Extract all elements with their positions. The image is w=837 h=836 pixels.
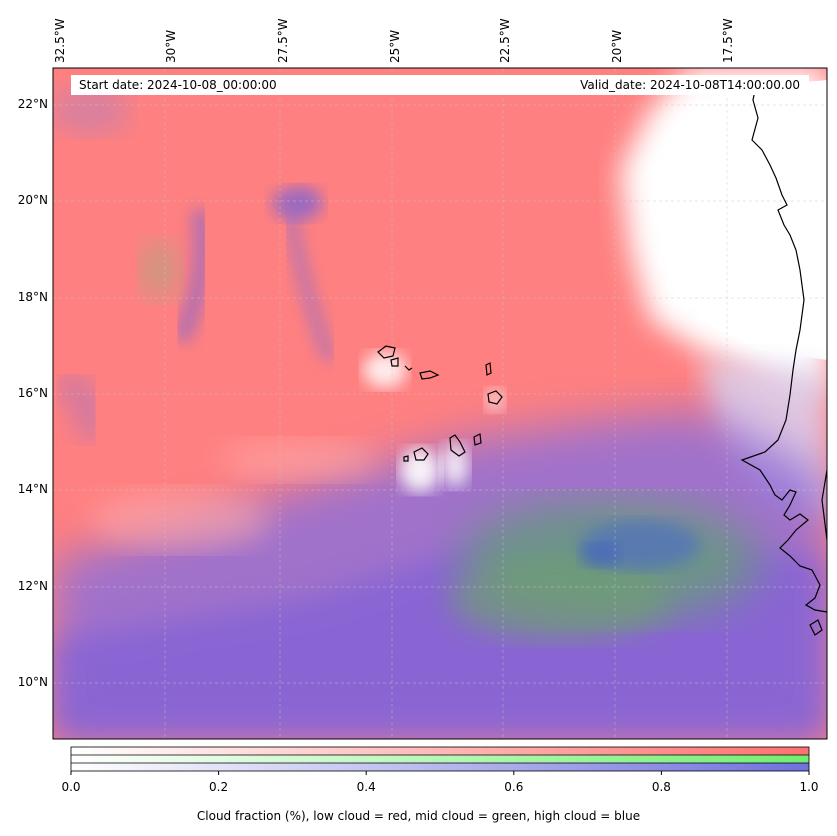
cloud-field — [53, 68, 827, 739]
colorbar-tick-label: 0.6 — [504, 780, 524, 794]
colorbar-tick-label: 0.8 — [651, 780, 671, 794]
island-maio — [473, 433, 482, 446]
lat-tick-label: 18°N — [17, 290, 48, 304]
colorbar-band-green — [71, 755, 809, 763]
lat-tick-label: 14°N — [17, 482, 48, 496]
island-santiago — [449, 434, 466, 457]
island-brava — [403, 455, 409, 462]
island-sao-nicolau — [419, 370, 440, 380]
gridlines — [53, 68, 827, 739]
colorbar-label: Cloud fraction (%), low cloud = red, mid… — [196, 809, 641, 823]
colorbar-tick-label: 1.0 — [799, 780, 819, 794]
colorbar-tick-label: 0.4 — [356, 780, 376, 794]
island-santo-antao — [377, 345, 396, 359]
lat-tick-label: 20°N — [17, 193, 48, 207]
valid-date-text: Valid_date: 2024-10-08T14:00:00.00 — [580, 78, 800, 92]
date-banner — [71, 75, 809, 95]
lon-tick-label: 22.5°W — [498, 18, 512, 63]
island-boa-vista — [487, 390, 503, 405]
lat-tick-label: 16°N — [17, 386, 48, 400]
colorbar-tick-label: 0.2 — [209, 780, 229, 794]
colorbar-tick-label: 0.0 — [61, 780, 81, 794]
lon-tick-label: 17.5°W — [721, 18, 735, 63]
lat-tick-label: 10°N — [17, 675, 48, 689]
lat-tick-label: 12°N — [17, 579, 48, 593]
colorbar-band-blue — [71, 763, 809, 771]
lon-tick-label: 30°W — [164, 29, 178, 63]
lat-tick-label: 22°N — [17, 97, 48, 111]
lon-tick-label: 20°W — [610, 29, 624, 63]
map-frame — [52, 67, 828, 740]
colorbar-band-red — [71, 747, 809, 755]
start-date-text: Start date: 2024-10-08_00:00:00 — [79, 78, 277, 92]
lon-tick-label: 25°W — [388, 29, 402, 63]
colorbar — [70, 746, 810, 775]
lon-tick-label: 27.5°W — [276, 18, 290, 63]
coastline — [377, 79, 827, 636]
island-fogo — [413, 447, 429, 461]
island-sao-vicente — [390, 357, 399, 367]
lon-tick-label: 32.5°W — [53, 18, 67, 63]
island-sal — [485, 362, 492, 376]
clear-sky-core — [680, 80, 827, 360]
